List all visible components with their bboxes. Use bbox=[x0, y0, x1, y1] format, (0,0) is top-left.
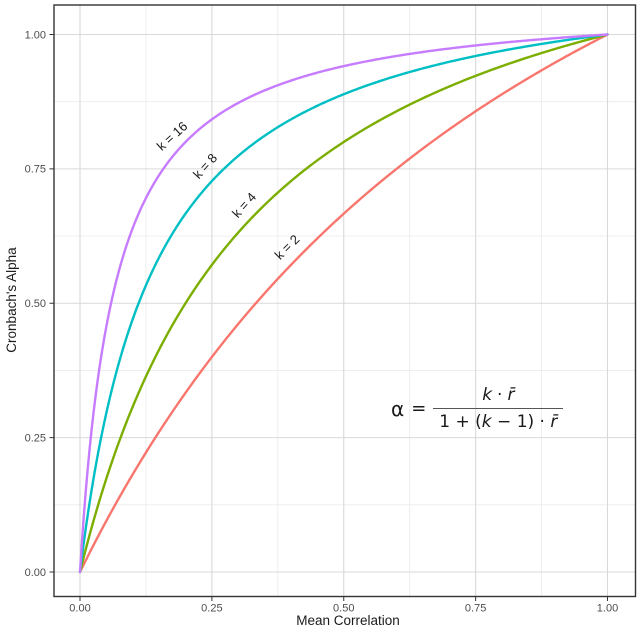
y-tick-label: 0.00 bbox=[25, 567, 46, 579]
x-tick-label: 0.50 bbox=[333, 603, 354, 615]
curve-k2 bbox=[78, 33, 609, 574]
y-tick-label: 1.00 bbox=[25, 29, 46, 41]
y-tick-label: 0.75 bbox=[25, 164, 46, 176]
x-tick-label: 0.25 bbox=[201, 603, 222, 615]
formula-denominator: 1 + ( k − 1) · r̄ bbox=[433, 408, 564, 432]
formula-numerator-rbar: r̄ bbox=[507, 385, 515, 405]
curve-k4 bbox=[78, 33, 609, 574]
panel-border bbox=[53, 4, 637, 598]
formula-numerator-k: k bbox=[482, 385, 493, 405]
curve-k16 bbox=[78, 33, 609, 574]
formula-denominator-rbar: r̄ bbox=[550, 412, 558, 432]
y-tick-label: 0.50 bbox=[25, 298, 46, 310]
formula-equals-sign: = bbox=[411, 398, 427, 419]
curve-k8 bbox=[78, 33, 609, 574]
x-axis-title: Mean Correlation bbox=[296, 613, 400, 628]
formula-alpha-symbol: α bbox=[391, 396, 405, 421]
formula-fraction: k · r̄ 1 + ( k − 1) · r̄ bbox=[433, 385, 564, 432]
curve-label-k16: k = 16 bbox=[154, 118, 191, 153]
formula-numerator-dot: · bbox=[497, 385, 503, 405]
x-tick-label: 1.00 bbox=[597, 603, 618, 615]
formula-numerator: k · r̄ bbox=[476, 385, 520, 408]
formula-denominator-k: k bbox=[481, 412, 492, 432]
formula-annotation: α = k · r̄ 1 + ( k − 1) · r̄ bbox=[391, 385, 564, 432]
y-tick-label: 0.25 bbox=[25, 432, 46, 444]
x-tick-label: 0.75 bbox=[465, 603, 486, 615]
formula-denominator-prefix: 1 + ( bbox=[439, 412, 482, 432]
x-tick-label: 0.00 bbox=[69, 603, 90, 615]
y-axis-title: Cronbach's Alpha bbox=[4, 247, 19, 353]
formula-denominator-mid: − 1) · bbox=[491, 412, 551, 432]
